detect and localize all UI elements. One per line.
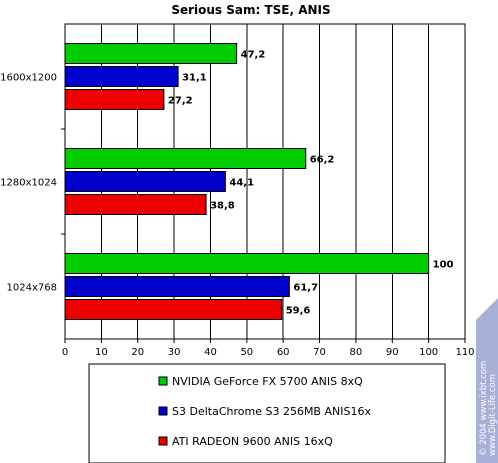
x-tick-label: 70 bbox=[313, 347, 326, 358]
x-tick-label: 10 bbox=[95, 347, 108, 358]
data-label: 38,8 bbox=[210, 201, 235, 212]
watermark-banner bbox=[476, 298, 498, 463]
legend-swatch bbox=[158, 406, 168, 416]
legend-label: ATI RADEON 9600 ANIS 16xQ bbox=[172, 435, 333, 448]
data-label: 59,6 bbox=[286, 306, 311, 317]
legend-label: S3 DeltaChrome S3 256MB ANIS16x bbox=[172, 405, 371, 418]
data-label: 100 bbox=[433, 260, 454, 271]
y-axis-categories: 1600x1200 1280x1024 1024x768 bbox=[0, 73, 65, 294]
category-label: 1600x1200 bbox=[0, 73, 57, 84]
bar bbox=[64, 171, 226, 192]
legend-swatch bbox=[158, 376, 168, 386]
data-label: 61,7 bbox=[293, 283, 318, 294]
data-label: 47,2 bbox=[241, 50, 266, 61]
data-label-group: 47,2 31,1 27,2 66,2 44,1 38,8 100 61,7 59,6 bbox=[168, 50, 454, 317]
bar bbox=[64, 276, 290, 297]
chart-title: Serious Sam: TSE, ANIS bbox=[171, 3, 330, 17]
x-tick-label: 0 bbox=[62, 347, 68, 358]
data-label: 27,2 bbox=[168, 96, 193, 107]
x-tick-label: 100 bbox=[419, 347, 438, 358]
bar bbox=[64, 148, 307, 169]
watermark: © 2004 www.ixbt.com www.Digit-Life.com bbox=[476, 298, 498, 463]
data-label: 66,2 bbox=[310, 155, 335, 166]
x-tick-label: 90 bbox=[386, 347, 399, 358]
legend-label: NVIDIA GeForce FX 5700 ANIS 8xQ bbox=[172, 375, 363, 388]
bar bbox=[64, 253, 430, 274]
x-tick-label: 30 bbox=[168, 347, 181, 358]
bar bbox=[64, 194, 207, 215]
bar bbox=[64, 299, 283, 320]
watermark-line2: www.Digit-Life.com bbox=[488, 374, 498, 456]
legend: NVIDIA GeForce FX 5700 ANIS 8xQ S3 DeltaC… bbox=[158, 375, 371, 448]
x-tick-label: 40 bbox=[204, 347, 217, 358]
bar-group bbox=[64, 43, 430, 320]
bar bbox=[64, 43, 238, 64]
data-label: 44,1 bbox=[229, 178, 254, 189]
watermark-line1: © 2004 www.ixbt.com bbox=[479, 361, 489, 456]
category-label: 1280x1024 bbox=[0, 178, 57, 189]
x-tick-label: 80 bbox=[350, 347, 363, 358]
category-label: 1024x768 bbox=[7, 283, 57, 294]
x-tick-label: 110 bbox=[455, 347, 474, 358]
x-tick-label: 50 bbox=[240, 347, 253, 358]
data-label: 31,1 bbox=[182, 73, 207, 84]
x-tick-label: 20 bbox=[131, 347, 144, 358]
bar bbox=[64, 66, 179, 87]
legend-swatch bbox=[158, 436, 168, 446]
legend-box bbox=[88, 363, 446, 463]
x-tick-label: 60 bbox=[277, 347, 290, 358]
x-axis-ticks: 0 10 20 30 40 50 60 70 80 90 100 110 bbox=[62, 339, 475, 358]
bar bbox=[64, 89, 165, 110]
